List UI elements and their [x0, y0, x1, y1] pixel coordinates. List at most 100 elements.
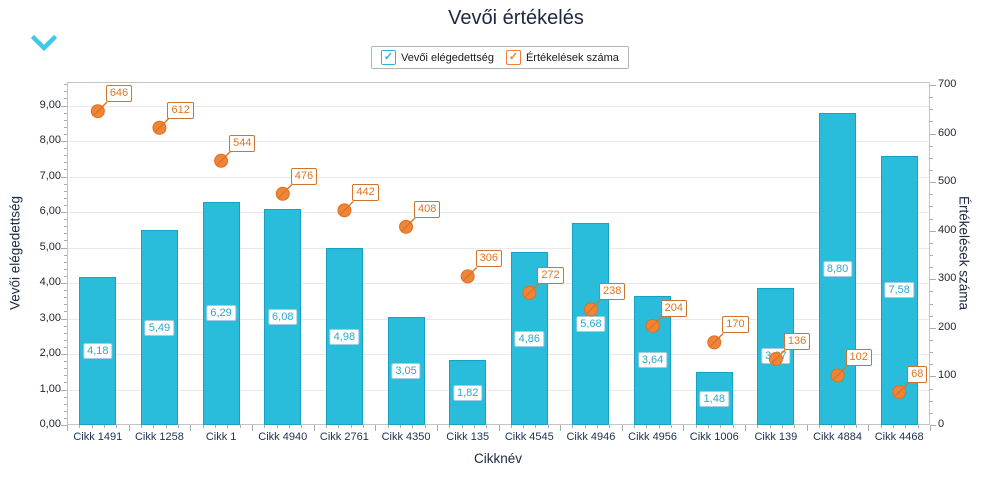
right-axis-major-tick — [930, 182, 936, 184]
gridline — [68, 176, 929, 178]
left-axis-minor-tick — [64, 169, 67, 171]
rating-count-point[interactable] — [892, 384, 907, 399]
x-axis-minor-tick — [880, 425, 882, 428]
x-axis-minor-tick — [547, 425, 549, 428]
right-axis-minor-tick — [930, 218, 933, 220]
left-axis-major-tick — [61, 389, 67, 391]
rating-count-point[interactable] — [522, 285, 537, 300]
rating-count-point[interactable] — [768, 351, 783, 366]
left-axis-minor-tick — [64, 197, 67, 199]
x-axis-category-label: Cikk 1006 — [689, 431, 739, 443]
rating-count-point[interactable] — [90, 104, 105, 119]
x-axis-minor-tick — [572, 425, 574, 428]
right-axis-tick-label: 400 — [938, 223, 957, 236]
rating-count-point[interactable] — [583, 302, 598, 317]
right-axis-minor-tick — [930, 255, 933, 256]
x-axis-minor-tick — [782, 425, 784, 428]
x-axis-category-label: Cikk 139 — [754, 431, 798, 443]
left-axis-tick-label: 2,00 — [39, 347, 61, 359]
x-axis-category-label: Cikk 4884 — [813, 431, 862, 443]
x-axis-minor-tick — [202, 425, 204, 428]
rating-count-point[interactable] — [337, 203, 352, 218]
left-axis-minor-tick — [64, 112, 67, 114]
rating-count-point[interactable] — [275, 186, 290, 201]
legend-item-satisfaction[interactable]: ✓ Vevői elégedettség — [381, 50, 494, 65]
x-axis-minor-tick — [535, 425, 537, 428]
bar-value-label: 6,08 — [268, 309, 298, 326]
chevron-down-icon[interactable] — [31, 35, 57, 52]
gridline — [68, 354, 929, 355]
legend: ✓ Vevői elégedettség ✓ Értékelések száma — [371, 46, 629, 69]
x-axis-minor-tick — [486, 425, 488, 428]
x-axis-minor-tick — [843, 425, 845, 428]
right-axis-tick-label: 300 — [938, 272, 957, 285]
rating-count-point[interactable] — [707, 335, 722, 350]
x-axis-major-tick — [930, 425, 931, 431]
left-axis-minor-tick — [64, 233, 67, 235]
x-axis-minor-tick — [412, 425, 414, 428]
left-axis-tick-label: 6,00 — [39, 205, 61, 217]
right-axis-major-tick — [930, 327, 936, 329]
left-axis-tick-label: 4,00 — [39, 276, 61, 288]
rating-count-point[interactable] — [460, 269, 475, 284]
left-axis-major-tick — [61, 176, 67, 178]
right-axis-minor-tick — [930, 206, 933, 208]
chart-title: Vevői értékelés — [448, 7, 584, 29]
x-axis-major-tick — [868, 425, 870, 431]
x-axis-major-tick — [745, 425, 747, 431]
right-axis-minor-tick — [930, 303, 933, 305]
x-axis-minor-tick — [239, 425, 241, 428]
rating-count-point[interactable] — [152, 120, 167, 135]
x-axis-category-label: Cikk 135 — [446, 431, 490, 443]
left-axis-minor-tick — [64, 126, 67, 128]
x-axis-minor-tick — [79, 425, 81, 428]
x-axis-major-tick — [251, 425, 253, 431]
x-axis-minor-tick — [362, 425, 364, 428]
left-axis-minor-tick — [64, 325, 67, 327]
right-axis-minor-tick — [930, 145, 933, 147]
left-axis-minor-tick — [64, 98, 67, 100]
right-axis-minor-tick — [930, 352, 933, 354]
x-axis-minor-tick — [708, 425, 710, 428]
legend-item-rating-count[interactable]: ✓ Értékelések száma — [505, 50, 619, 65]
x-axis-minor-tick — [893, 425, 894, 428]
left-axis-minor-tick — [64, 148, 67, 150]
x-axis-major-tick — [67, 425, 68, 431]
x-axis-title: Cikknév — [473, 451, 523, 466]
x-axis-minor-tick — [140, 425, 142, 428]
rating-count-point[interactable] — [214, 153, 229, 168]
x-axis-major-tick — [806, 425, 808, 431]
left-axis-major-tick — [61, 425, 67, 426]
left-axis-minor-tick — [64, 332, 67, 334]
right-axis-minor-tick — [930, 315, 933, 317]
bar-value-label: 7,58 — [884, 282, 914, 299]
gridline — [68, 105, 929, 107]
right-axis-minor-tick — [930, 388, 933, 390]
bar-value-label: 1,48 — [699, 390, 729, 407]
x-axis-major-tick — [436, 425, 438, 431]
rating-count-point[interactable] — [645, 318, 660, 333]
point-value-label: 136 — [783, 332, 811, 350]
x-axis-minor-tick — [473, 425, 475, 428]
x-axis-minor-tick — [116, 425, 118, 428]
left-axis-minor-tick — [64, 84, 67, 86]
x-axis-category-label: Cikk 4940 — [258, 431, 308, 443]
right-axis-minor-tick — [930, 109, 933, 111]
x-axis-minor-tick — [732, 425, 734, 428]
x-axis-minor-tick — [597, 425, 599, 428]
x-axis-major-tick — [621, 425, 623, 431]
checkbox-checked-icon[interactable]: ✓ — [505, 50, 521, 65]
x-axis-minor-tick — [905, 425, 907, 428]
x-axis-minor-tick — [831, 425, 833, 428]
point-value-label: 272 — [537, 266, 564, 284]
left-axis-minor-tick — [64, 375, 67, 377]
checkbox-checked-icon[interactable]: ✓ — [381, 50, 396, 65]
rating-count-point[interactable] — [830, 368, 845, 383]
rating-count-point[interactable] — [399, 219, 414, 234]
x-axis-minor-tick — [153, 425, 155, 428]
left-axis-tick-label: 7,00 — [39, 169, 61, 182]
bar-value-label: 5,49 — [144, 319, 175, 336]
x-axis-category-label: Cikk 1 — [205, 431, 237, 443]
left-axis-tick-label: 8,00 — [39, 134, 61, 146]
left-axis-minor-tick — [64, 183, 67, 185]
